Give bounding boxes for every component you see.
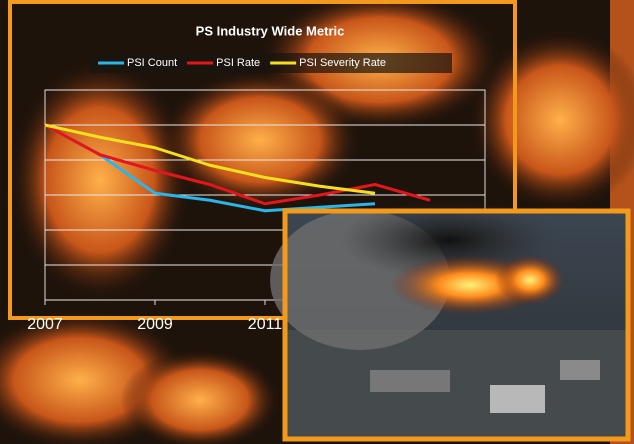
slide: PS Industry Wide Metric 2007200920112013… xyxy=(0,0,634,444)
chart-title: PS Industry Wide Metric xyxy=(196,23,345,38)
legend-label: PSI Rate xyxy=(216,57,260,69)
legend-label: PSI Count xyxy=(127,57,177,69)
legend-label: PSI Severity Rate xyxy=(299,57,386,69)
x-tick-label: 2009 xyxy=(137,316,173,333)
x-tick-label: 2011 xyxy=(248,316,283,333)
x-tick-label: 2007 xyxy=(27,316,63,333)
inset-photo xyxy=(270,200,628,439)
